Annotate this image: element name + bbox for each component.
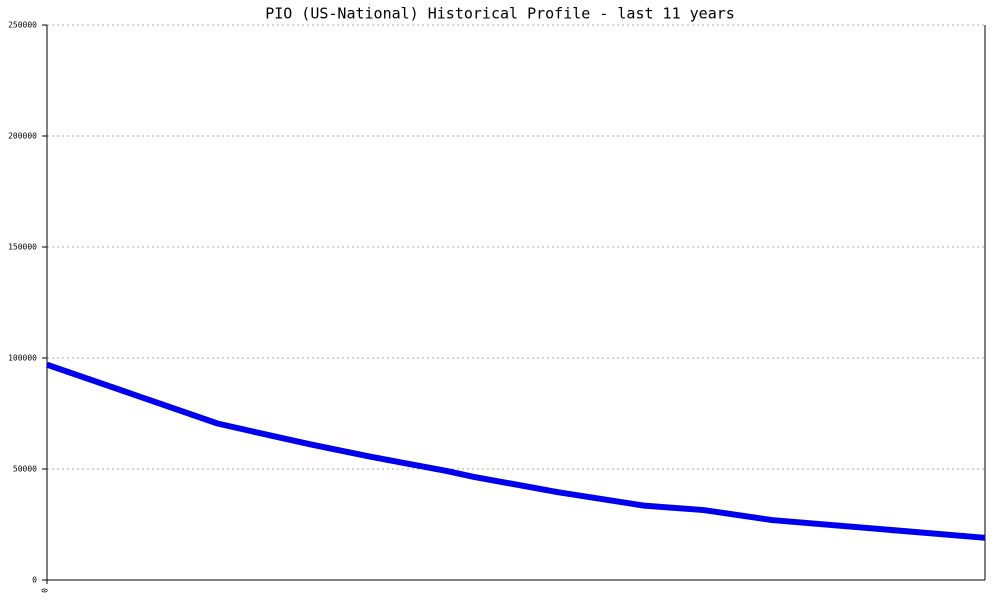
y-tick-label: 100000	[8, 354, 37, 363]
y-tick-label: 50000	[13, 465, 37, 474]
y-tick-label: 250000	[8, 21, 37, 30]
data-line	[46, 361, 986, 541]
y-tick-label: 0	[32, 576, 37, 585]
x-tick-label: 0	[41, 588, 50, 593]
y-tick-label: 200000	[8, 132, 37, 141]
chart-title: PIO (US-National) Historical Profile - l…	[265, 5, 735, 23]
y-tick-label: 150000	[8, 243, 37, 252]
